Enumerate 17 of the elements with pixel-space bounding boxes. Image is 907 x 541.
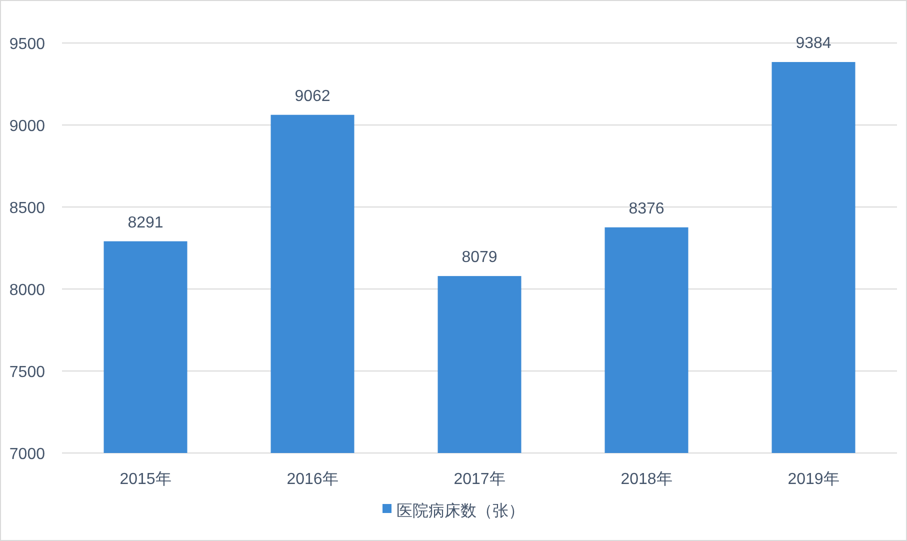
data-label: 9384 [796, 35, 832, 52]
y-tick-label: 8500 [9, 200, 46, 217]
x-tick-label: 2018年 [620, 471, 672, 488]
x-tick-label: 2019年 [788, 471, 840, 488]
y-tick-label: 9500 [9, 36, 46, 53]
x-tick-label: 2016年 [286, 471, 338, 488]
legend-label: 医院病床数（张） [396, 502, 524, 520]
data-label: 9062 [294, 88, 330, 105]
y-tick-label: 9000 [9, 118, 46, 135]
y-tick-label: 7500 [9, 364, 46, 381]
x-tick-label: 2015年 [120, 471, 172, 488]
data-label: 8079 [462, 249, 498, 266]
y-tick-label: 8000 [9, 282, 46, 299]
data-label: 8291 [128, 214, 164, 232]
x-tick-label: 2017年 [454, 471, 506, 488]
data-label: 8376 [628, 200, 664, 218]
y-tick-label: 7000 [9, 446, 46, 463]
